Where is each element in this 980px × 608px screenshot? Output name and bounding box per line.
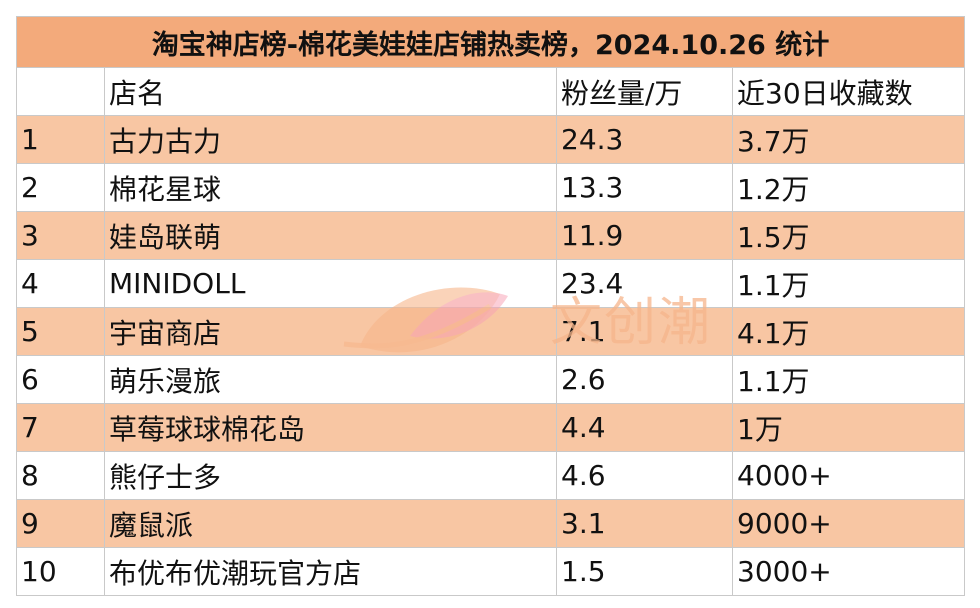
header-rank bbox=[16, 67, 105, 116]
fans-cell: 4.6 bbox=[556, 451, 733, 500]
shop-name-cell: 魔鼠派 bbox=[104, 499, 557, 548]
favorites-cell: 1.1万 bbox=[731, 355, 966, 404]
fans-cell: 7.1 bbox=[556, 307, 733, 356]
header-favorites: 近30日收藏数 bbox=[731, 67, 966, 116]
table-row: 6 萌乐漫旅 2.6 1.1万 bbox=[16, 355, 966, 404]
favorites-cell: 1.5万 bbox=[731, 211, 966, 260]
favorites-cell: 9000+ bbox=[731, 499, 966, 548]
fans-cell: 4.4 bbox=[556, 403, 733, 452]
table-row: 4 MINIDOLL 23.4 1.1万 bbox=[16, 259, 966, 308]
favorites-cell: 1.2万 bbox=[731, 163, 966, 212]
favorites-cell: 1万 bbox=[731, 403, 966, 452]
table-row: 10 布优布优潮玩官方店 1.5 3000+ bbox=[16, 547, 966, 596]
shop-name-cell: 棉花星球 bbox=[104, 163, 557, 212]
rank-cell: 5 bbox=[16, 307, 105, 356]
favorites-cell: 4000+ bbox=[731, 451, 966, 500]
fans-cell: 23.4 bbox=[556, 259, 733, 308]
fans-cell: 2.6 bbox=[556, 355, 733, 404]
table-row: 9 魔鼠派 3.1 9000+ bbox=[16, 499, 966, 548]
rank-cell: 3 bbox=[16, 211, 105, 260]
table-row: 7 草莓球球棉花岛 4.4 1万 bbox=[16, 403, 966, 452]
table-row: 5 宇宙商店 7.1 4.1万 bbox=[16, 307, 966, 356]
shop-name-cell: 布优布优潮玩官方店 bbox=[104, 547, 557, 596]
shop-name-cell: 宇宙商店 bbox=[104, 307, 557, 356]
ranking-table-container: 淘宝神店榜-棉花美娃娃店铺热卖榜，2024.10.26 统计 店名 粉丝量/万 … bbox=[15, 16, 966, 596]
shop-name-cell: 萌乐漫旅 bbox=[104, 355, 557, 404]
table-row: 3 娃岛联萌 11.9 1.5万 bbox=[16, 211, 966, 260]
rank-cell: 2 bbox=[16, 163, 105, 212]
header-fans: 粉丝量/万 bbox=[556, 67, 733, 116]
fans-cell: 1.5 bbox=[556, 547, 733, 596]
shop-name-cell: 娃岛联萌 bbox=[104, 211, 557, 260]
shop-name-cell: MINIDOLL bbox=[104, 259, 557, 308]
fans-cell: 24.3 bbox=[556, 115, 733, 164]
shop-name-cell: 草莓球球棉花岛 bbox=[104, 403, 557, 452]
rank-cell: 1 bbox=[16, 115, 105, 164]
table-title-row: 淘宝神店榜-棉花美娃娃店铺热卖榜，2024.10.26 统计 bbox=[15, 16, 966, 68]
table-row: 2 棉花星球 13.3 1.2万 bbox=[16, 163, 966, 212]
rank-cell: 8 bbox=[16, 451, 105, 500]
header-shop-name: 店名 bbox=[104, 67, 557, 116]
table-row: 8 熊仔士多 4.6 4000+ bbox=[16, 451, 966, 500]
rank-cell: 4 bbox=[16, 259, 105, 308]
favorites-cell: 3000+ bbox=[731, 547, 966, 596]
favorites-cell: 1.1万 bbox=[731, 259, 966, 308]
rank-cell: 7 bbox=[16, 403, 105, 452]
rank-cell: 9 bbox=[16, 499, 105, 548]
table-row: 1 古力古力 24.3 3.7万 bbox=[16, 115, 966, 164]
rank-cell: 6 bbox=[16, 355, 105, 404]
shop-name-cell: 熊仔士多 bbox=[104, 451, 557, 500]
fans-cell: 11.9 bbox=[556, 211, 733, 260]
fans-cell: 3.1 bbox=[556, 499, 733, 548]
table-title: 淘宝神店榜-棉花美娃娃店铺热卖榜，2024.10.26 统计 bbox=[15, 16, 966, 68]
favorites-cell: 3.7万 bbox=[731, 115, 966, 164]
shop-name-cell: 古力古力 bbox=[104, 115, 557, 164]
rank-cell: 10 bbox=[16, 547, 105, 596]
table-header-row: 店名 粉丝量/万 近30日收藏数 bbox=[16, 67, 966, 116]
ranking-table: 淘宝神店榜-棉花美娃娃店铺热卖榜，2024.10.26 统计 店名 粉丝量/万 … bbox=[15, 16, 966, 596]
fans-cell: 13.3 bbox=[556, 163, 733, 212]
favorites-cell: 4.1万 bbox=[731, 307, 966, 356]
